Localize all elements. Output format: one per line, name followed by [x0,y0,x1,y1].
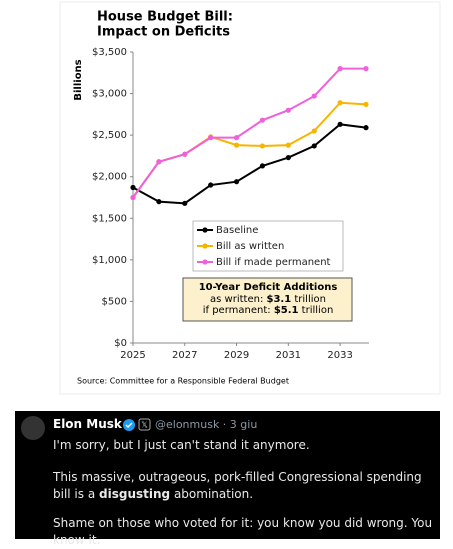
tweet-text: disgusting [99,487,171,501]
legend-swatch-dot [202,227,208,233]
y-tick-label: $1,500 [92,213,127,224]
annotation-box [182,277,353,322]
y-tick-label: $2,500 [92,130,127,141]
legend-swatch-dot [202,259,208,265]
y-tick-label: $500 [102,296,127,307]
verified-check [125,422,133,429]
legend-label: Bill if made permanent [216,257,331,268]
x-tick-label: 2025 [120,350,145,361]
point [208,182,214,188]
series-line [132,123,367,205]
point [337,66,343,72]
point [285,107,291,113]
tweet-text: Shame on those who voted for it: you kno… [53,516,433,547]
point [363,125,369,131]
point [156,159,162,165]
point [311,143,317,149]
point [156,199,162,205]
y-axis-label: Billions [73,59,84,100]
tweet-handle[interactable]: @elonmusk · 3 giu [155,418,258,431]
x-badge-glyph: 𝕏 [141,421,148,430]
x-tick-label: 2029 [224,350,249,361]
annotation-part: trillion [291,294,326,305]
point [233,179,240,185]
point [285,142,291,148]
annotation-line: if permanent: $5.1 trillion [203,305,334,316]
annotation-line: as written: $3.1 trillion [210,294,326,305]
point [311,128,317,134]
tweet-paragraph: This massive, outrageous, pork-filled Co… [53,469,443,503]
point [233,135,240,141]
series-line [132,67,366,199]
point [182,200,188,206]
annotation-title: 10-Year Deficit Additions [199,282,338,293]
y-tick-label: $2,000 [92,172,127,183]
y-tick-label: $3,000 [92,89,127,100]
x-badge [138,418,151,431]
x-tick-label: 2031 [276,350,301,361]
legend-label: Bill as written [216,241,284,252]
chart-card [59,1,441,395]
chart: House Budget Bill: Impact on Deficits Bi… [59,1,441,395]
point [363,66,369,72]
tweet-header-icons: 𝕏 [21,416,151,440]
x-tick-label: 2027 [172,350,197,361]
point [259,143,266,149]
point [259,117,266,123]
legend-label: Baseline [216,225,258,236]
point [130,184,136,191]
annotation-part: if permanent: [203,305,274,316]
point [233,142,240,148]
chart-title: Impact on Deficits [97,25,230,40]
point [208,135,214,141]
point [337,100,343,106]
legend-box [192,220,344,272]
y-tick-label: $3,500 [92,47,127,58]
chart-title: House Budget Bill: [97,10,233,25]
legend-swatch-dot [202,243,208,249]
tweet-text: abomination. [170,487,254,501]
tweet-text: I'm sorry, but I just can't stand it any… [53,438,310,452]
y-tick-label: $1,000 [92,255,127,266]
point [363,101,369,107]
y-tick-label: $0 [114,338,127,349]
tweet-text: This massive, outrageous, pork-filled Co… [53,470,422,501]
avatar[interactable] [21,416,45,440]
tweet-author[interactable]: Elon Musk [53,417,122,431]
tweet-paragraph: I'm sorry, but I just can't stand it any… [53,437,443,454]
point [285,154,291,161]
annotation-part: trillion [299,305,334,316]
point [259,163,266,169]
tweet: 𝕏 Elon Musk @elonmusk · 3 giu I'm sorry,… [15,411,443,547]
point [130,194,136,201]
x-tick-label: 2033 [327,350,352,361]
annotation-part: $5.1 [274,305,299,316]
annotation-part: as written: [210,294,266,305]
point [182,151,188,157]
point [337,121,343,127]
tweet-paragraph: Shame on those who voted for it: you kno… [53,515,443,549]
annotation-part: $3.1 [267,294,292,305]
point [311,93,317,99]
source: Source: Committee for a Responsible Fede… [77,377,289,386]
